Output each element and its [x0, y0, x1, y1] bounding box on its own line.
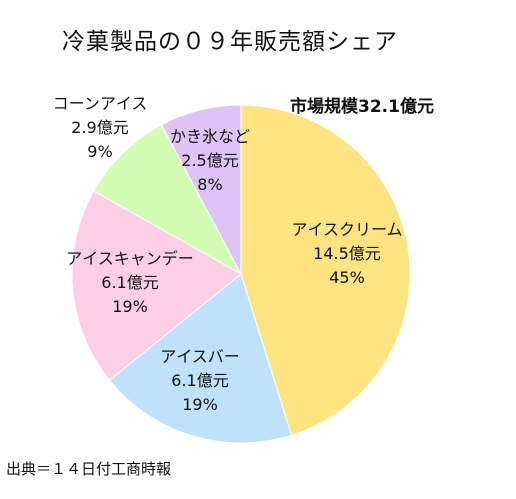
slice-amount: 6.1億元: [101, 273, 159, 292]
chart-title: 冷菓製品の０９年販売額シェア: [62, 29, 398, 55]
pie-slice-3: [93, 124, 243, 276]
slice-name: アイスクリーム: [291, 220, 403, 239]
slice-amount: 14.5億元: [313, 244, 381, 263]
slice-name: アイスバー: [160, 347, 240, 366]
slice-name: コーンアイス: [52, 94, 148, 113]
market-size-label: 市場規模32.1億元: [290, 97, 434, 117]
pie-slice-1: [108, 273, 293, 444]
slice-label-shaved-ice: かき氷など 2.5億元 8%: [150, 125, 270, 197]
slice-label-ice-cream: アイスクリーム 14.5億元 45%: [272, 218, 422, 290]
pie-slice-4: [160, 104, 242, 275]
slice-name: アイスキャンデー: [66, 249, 194, 268]
pie-slice-0: [240, 104, 411, 436]
source-note: 出典＝１４日付工商時報: [6, 460, 172, 478]
slice-amount: 6.1億元: [171, 371, 229, 390]
slice-label-ice-candy: アイスキャンデー 6.1億元 19%: [40, 247, 220, 319]
slice-percent: 45%: [329, 268, 365, 287]
slice-percent: 19%: [112, 297, 148, 316]
slice-amount: 2.5億元: [181, 151, 239, 170]
slice-label-cone-ice: コーンアイス 2.9億元 9%: [30, 92, 170, 164]
slice-percent: 9%: [87, 142, 113, 161]
slice-percent: 8%: [197, 175, 223, 194]
slice-percent: 19%: [182, 395, 218, 414]
slice-amount: 2.9億元: [71, 118, 129, 137]
slice-label-ice-bar: アイスバー 6.1億元 19%: [140, 345, 260, 417]
pie-slice-2: [71, 190, 242, 381]
slice-name: かき氷など: [169, 127, 250, 146]
